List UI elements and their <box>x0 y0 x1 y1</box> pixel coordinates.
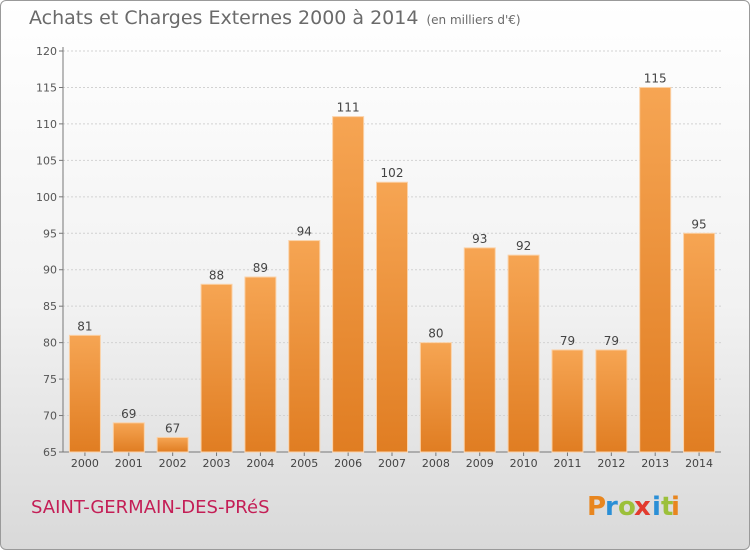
bar-value-label: 79 <box>604 334 619 348</box>
y-tick-label: 70 <box>43 410 57 423</box>
bar <box>244 276 277 453</box>
bar <box>376 181 408 453</box>
bar <box>639 86 672 453</box>
y-tick-label: 120 <box>36 45 57 58</box>
bar <box>551 349 584 453</box>
logo-letter: i <box>671 492 680 522</box>
x-tick-label: 2008 <box>422 457 450 470</box>
x-tick-label: 2003 <box>203 457 231 470</box>
logo-letter: t <box>661 492 673 522</box>
bar <box>156 436 189 453</box>
x-tick-label: 2001 <box>115 457 143 470</box>
logo-letter: o <box>618 492 636 522</box>
x-tick-label: 2011 <box>553 457 581 470</box>
y-tick-label: 65 <box>43 446 57 459</box>
logo-letter: r <box>605 492 618 522</box>
y-tick-label: 105 <box>36 154 57 167</box>
bar-value-label: 93 <box>472 232 487 246</box>
bar-value-label: 94 <box>297 225 312 239</box>
bar <box>332 116 365 453</box>
logo-letter: x <box>634 492 651 522</box>
x-tick-label: 2010 <box>510 457 538 470</box>
x-tick-label: 2009 <box>466 457 494 470</box>
y-tick-label: 85 <box>43 300 57 313</box>
y-tick-label: 95 <box>43 227 57 240</box>
bar-value-label: 111 <box>337 101 360 115</box>
bar-value-label: 95 <box>691 217 706 231</box>
bar-value-label: 79 <box>560 334 575 348</box>
y-tick-label: 75 <box>43 373 57 386</box>
bar-value-label: 115 <box>644 71 667 85</box>
logo-letter: P <box>587 492 606 522</box>
x-tick-label: 2006 <box>334 457 362 470</box>
y-tick-label: 90 <box>43 264 57 277</box>
y-tick-label: 110 <box>36 118 57 131</box>
bar-value-label: 69 <box>121 407 136 421</box>
proxiti-logo: Pr ox i ti <box>587 492 680 522</box>
x-tick-label: 2012 <box>597 457 625 470</box>
x-tick-label: 2013 <box>641 457 669 470</box>
bar <box>683 232 716 453</box>
bar <box>200 283 233 453</box>
bar-value-label: 89 <box>253 261 268 275</box>
bar <box>112 422 145 453</box>
logo-letter: i <box>652 492 661 522</box>
x-tick-label: 2000 <box>71 457 99 470</box>
bar <box>463 247 496 453</box>
labels: 65 70 75 80 85 90 95 100 105 110 115 120 81 2000 69 200… <box>36 45 713 470</box>
chart-subtitle: (en milliers d'€) <box>426 13 521 27</box>
x-tick-label: 2004 <box>246 457 274 470</box>
x-tick-label: 2002 <box>159 457 187 470</box>
x-tick-label: 2007 <box>378 457 406 470</box>
x-tick-label: 2005 <box>290 457 318 470</box>
bar <box>288 240 321 453</box>
location-name: SAINT-GERMAIN-DES-PRéS <box>31 497 270 518</box>
bar-value-label: 81 <box>77 319 92 333</box>
y-tick-label: 100 <box>36 191 57 204</box>
bar-value-label: 80 <box>428 327 443 341</box>
chart-title: Achats et Charges Externes 2000 à 2014 (e… <box>29 7 521 29</box>
bar <box>507 254 540 453</box>
bar-value-label: 67 <box>165 421 180 435</box>
bar <box>595 349 628 453</box>
bar <box>68 334 101 453</box>
bar <box>419 342 452 453</box>
bar-value-label: 102 <box>381 166 404 180</box>
y-tick-label: 115 <box>36 81 57 94</box>
bar-value-label: 88 <box>209 268 224 282</box>
bars <box>68 86 716 453</box>
y-tick-label: 80 <box>43 337 57 350</box>
bar-value-label: 92 <box>516 239 531 253</box>
x-tick-label: 2014 <box>685 457 713 470</box>
chart-title-text: Achats et Charges Externes 2000 à 2014 <box>29 7 419 29</box>
